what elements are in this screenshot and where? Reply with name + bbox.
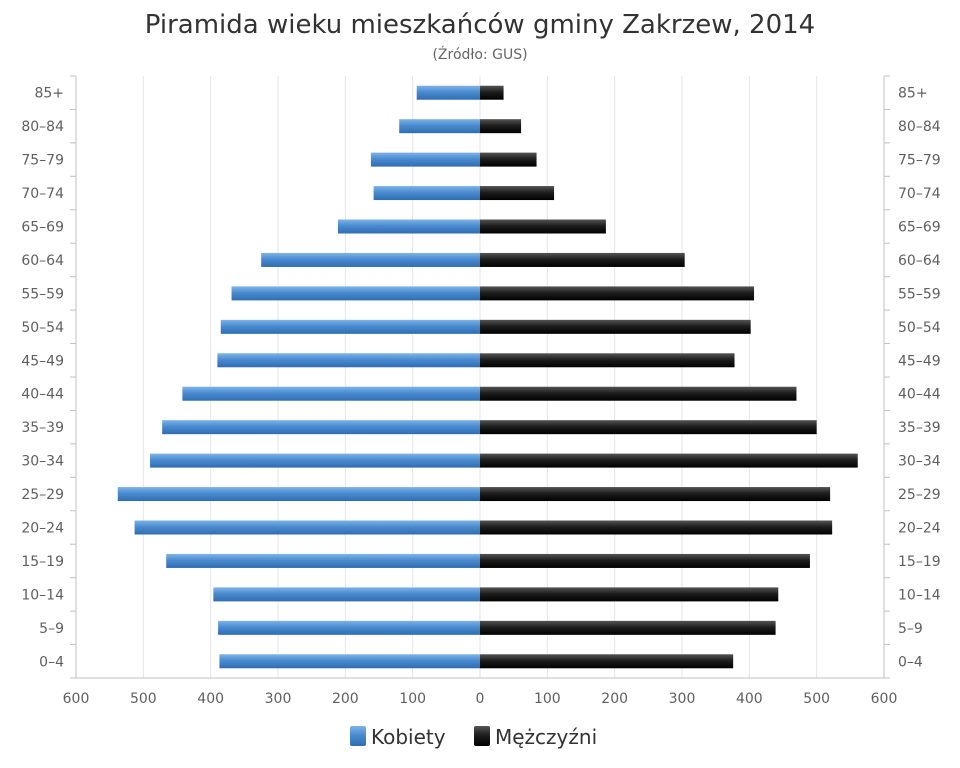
bar-men-9[interactable]	[480, 386, 797, 401]
bar-women-9[interactable]	[182, 386, 481, 401]
legend-swatch-women[interactable]	[350, 726, 366, 746]
category-label-left: 85+	[34, 86, 64, 102]
bar-women-17[interactable]	[219, 654, 481, 669]
bar-women-8[interactable]	[217, 353, 480, 368]
x-tick-label: 600	[63, 691, 90, 707]
bar-men-17[interactable]	[480, 654, 734, 669]
bar-women-5[interactable]	[261, 252, 480, 267]
x-tick-label: 200	[332, 691, 359, 707]
x-tick-label: 400	[736, 691, 763, 707]
bar-men-13[interactable]	[480, 520, 833, 535]
category-label-left: 15–19	[21, 554, 64, 570]
bar-women-14[interactable]	[166, 553, 480, 568]
bar-women-10[interactable]	[162, 420, 481, 435]
category-label-right: 5–9	[898, 621, 923, 637]
x-tick-label: 500	[803, 691, 830, 707]
bar-men-15[interactable]	[480, 587, 779, 602]
category-label-left: 40–44	[21, 387, 64, 403]
category-label-right: 75–79	[898, 153, 941, 169]
x-tick-label: 200	[601, 691, 628, 707]
bar-men-2[interactable]	[480, 152, 537, 167]
category-label-left: 55–59	[21, 286, 64, 302]
chart-subtitle: (Źródło: GUS)	[432, 45, 527, 63]
x-tick-label: 0	[476, 691, 485, 707]
bar-men-1[interactable]	[480, 119, 522, 134]
category-label-right: 80–84	[898, 119, 941, 135]
x-tick-label: 100	[399, 691, 426, 707]
legend-swatch-men[interactable]	[474, 726, 490, 746]
bar-women-1[interactable]	[399, 119, 480, 134]
legend-label-men[interactable]: Mężczyźni	[495, 725, 597, 749]
category-label-left: 75–79	[21, 153, 64, 169]
bar-men-6[interactable]	[480, 286, 755, 301]
category-label-left: 70–74	[21, 186, 64, 202]
category-label-right: 20–24	[898, 521, 941, 537]
bar-women-11[interactable]	[150, 453, 481, 468]
category-label-left: 60–64	[21, 253, 64, 269]
bar-men-11[interactable]	[480, 453, 858, 468]
bar-men-0[interactable]	[480, 85, 504, 100]
category-label-left: 0–4	[39, 654, 64, 670]
axes: 600 500 400 300 200 100 0 100 200 300 400 500 600 85+…	[21, 75, 941, 707]
category-label-right: 55–59	[898, 286, 941, 302]
bar-women-3[interactable]	[373, 186, 480, 201]
category-label-right: 15–19	[898, 554, 941, 570]
bar-women-16[interactable]	[218, 620, 480, 635]
bar-women-15[interactable]	[213, 587, 481, 602]
bar-men-10[interactable]	[480, 420, 817, 435]
category-label-right: 60–64	[898, 253, 941, 269]
bar-women-0[interactable]	[416, 85, 480, 100]
legend-label-women[interactable]: Kobiety	[371, 725, 446, 749]
category-label-left: 65–69	[21, 220, 64, 236]
category-label-right: 0–4	[898, 654, 923, 670]
category-label-left: 30–34	[21, 454, 64, 470]
chart-title: Piramida wieku mieszkańców gminy Zakrzew…	[145, 10, 815, 40]
category-label-left: 10–14	[21, 587, 64, 603]
bar-women-2[interactable]	[370, 152, 480, 167]
category-label-right: 30–34	[898, 454, 941, 470]
category-label-right: 85+	[898, 86, 928, 102]
category-label-left: 20–24	[21, 521, 64, 537]
bar-men-8[interactable]	[480, 353, 735, 368]
bar-men-14[interactable]	[480, 553, 810, 568]
category-label-right: 10–14	[898, 587, 941, 603]
bar-men-5[interactable]	[480, 252, 685, 267]
category-label-left: 25–29	[21, 487, 64, 503]
bar-men-3[interactable]	[480, 186, 555, 201]
legend[interactable]: Kobiety Mężczyźni	[350, 725, 597, 749]
x-tick-label: 300	[669, 691, 696, 707]
bar-men-7[interactable]	[480, 319, 751, 334]
category-label-right: 50–54	[898, 320, 941, 336]
category-label-left: 35–39	[21, 420, 64, 436]
category-label-left: 80–84	[21, 119, 64, 135]
bar-men-16[interactable]	[480, 620, 776, 635]
category-label-right: 70–74	[898, 186, 941, 202]
bars	[117, 85, 858, 669]
bar-women-13[interactable]	[134, 520, 480, 535]
x-tick-label: 600	[871, 691, 898, 707]
category-label-right: 45–49	[898, 353, 941, 369]
bar-women-12[interactable]	[117, 487, 480, 502]
bar-women-4[interactable]	[337, 219, 480, 234]
category-label-left: 5–9	[39, 621, 64, 637]
x-tick-label: 300	[265, 691, 292, 707]
bar-men-12[interactable]	[480, 487, 831, 502]
category-label-right: 35–39	[898, 420, 941, 436]
x-tick-label: 500	[130, 691, 157, 707]
bar-women-6[interactable]	[231, 286, 480, 301]
bar-men-4[interactable]	[480, 219, 606, 234]
category-label-right: 40–44	[898, 387, 941, 403]
category-label-left: 50–54	[21, 320, 64, 336]
category-label-right: 25–29	[898, 487, 941, 503]
bar-women-7[interactable]	[220, 319, 480, 334]
category-label-left: 45–49	[21, 353, 64, 369]
category-label-right: 65–69	[898, 220, 941, 236]
x-tick-label: 100	[534, 691, 561, 707]
x-tick-label: 400	[197, 691, 224, 707]
